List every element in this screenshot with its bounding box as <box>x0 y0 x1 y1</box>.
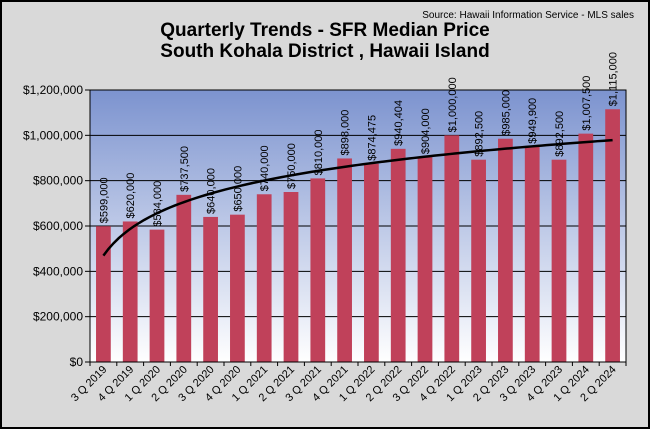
bar <box>605 109 620 363</box>
data-label: $584,000 <box>152 181 164 227</box>
bar <box>310 178 326 362</box>
data-label: $740,000 <box>259 145 271 191</box>
y-tick-label: $400,000 <box>33 264 83 278</box>
y-tick-label: $1,200,000 <box>23 83 83 97</box>
y-tick-label: $1,000,000 <box>23 128 83 142</box>
bar <box>524 146 540 362</box>
trendline-path <box>102 138 613 257</box>
data-label: $985,000 <box>500 90 512 136</box>
data-label: $620,000 <box>125 173 137 219</box>
data-label: $737,500 <box>179 146 191 192</box>
y-tick-label: $200,000 <box>33 310 83 324</box>
bar <box>122 221 138 362</box>
bar <box>337 158 352 362</box>
bar <box>256 194 272 362</box>
bar <box>176 194 192 362</box>
y-tick-label: $800,000 <box>33 174 83 188</box>
data-label: $750,000 <box>286 143 298 189</box>
bars <box>96 109 620 363</box>
data-label: $1,007,500 <box>581 76 593 131</box>
y-tick-label: $0 <box>70 355 84 369</box>
data-label: $640,000 <box>206 168 218 214</box>
data-label: $940,404 <box>393 100 405 146</box>
y-tick-labels: $0 $200,000 $400,000 $600,000 $800,000 $1,000… <box>23 83 83 369</box>
bar <box>203 216 218 362</box>
y-tick-label: $600,000 <box>33 219 83 233</box>
bar <box>390 148 406 362</box>
data-label: $892,500 <box>554 111 566 157</box>
source-note: Source: Hawaii Information Service - MLS… <box>422 10 634 21</box>
chart-title: Quarterly Trends - SFR Median Price Sout… <box>0 20 650 62</box>
bar <box>96 226 111 362</box>
chart-title-line-2: South Kohala District , Hawaii Island <box>160 41 490 62</box>
bar <box>551 159 567 362</box>
data-label: $904,000 <box>420 108 432 154</box>
bar <box>417 157 433 362</box>
bar <box>578 133 594 362</box>
data-label: $874,475 <box>366 115 378 161</box>
data-label: $1,115,000 <box>608 52 620 106</box>
bar <box>364 163 379 362</box>
data-label: $599,000 <box>98 177 110 223</box>
trendline <box>102 138 613 257</box>
data-label: $892,500 <box>474 111 486 157</box>
data-labels: $599,000 $620,000 $584,000 $737,500 $640,000… <box>98 52 619 227</box>
data-label: $949,900 <box>527 98 539 144</box>
bar <box>444 135 460 362</box>
data-label: $898,000 <box>340 110 352 156</box>
data-label: $650,000 <box>232 166 244 212</box>
bar <box>149 229 165 362</box>
data-label: $1,000,000 <box>447 77 459 132</box>
bar <box>498 138 513 362</box>
chart-title-line-1: Quarterly Trends - SFR Median Price <box>160 20 490 41</box>
bar <box>283 192 299 362</box>
bar <box>471 159 486 362</box>
bar <box>230 214 245 362</box>
data-label: $810,000 <box>313 130 325 176</box>
